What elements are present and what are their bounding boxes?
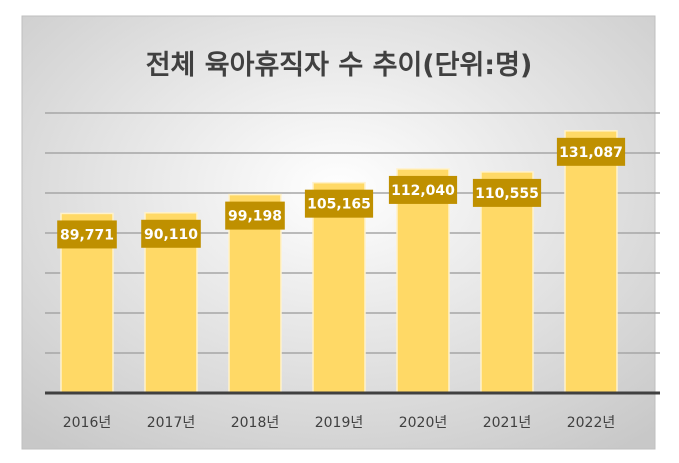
x-tick-label: 2021년 <box>483 415 532 431</box>
bar <box>312 181 366 394</box>
x-tick-label: 2022년 <box>567 415 616 431</box>
data-label: 89,771 <box>60 227 114 243</box>
bar <box>564 130 618 394</box>
data-label: 112,040 <box>391 183 455 199</box>
bar <box>480 171 534 394</box>
x-tick-label: 2017년 <box>147 415 196 431</box>
data-label: 110,555 <box>475 186 539 202</box>
bar <box>396 168 450 394</box>
x-tick-label: 2020년 <box>399 415 448 431</box>
data-label-box <box>556 137 626 166</box>
x-tick-label: 2019년 <box>315 415 364 431</box>
data-label: 105,165 <box>307 197 371 213</box>
data-label-box <box>304 189 374 218</box>
chart-title: 전체 육아휴직자 수 추이(단위:명) <box>146 50 533 81</box>
data-label: 99,198 <box>228 209 282 225</box>
x-tick-label: 2016년 <box>63 415 112 431</box>
data-label-box <box>472 178 542 207</box>
data-label-box <box>141 219 201 248</box>
data-label-box <box>57 220 117 249</box>
data-label-box <box>388 175 458 204</box>
data-label: 131,087 <box>559 145 623 161</box>
x-tick-label: 2018년 <box>231 415 280 431</box>
data-label-box <box>225 201 285 230</box>
data-label: 90,110 <box>144 227 198 243</box>
